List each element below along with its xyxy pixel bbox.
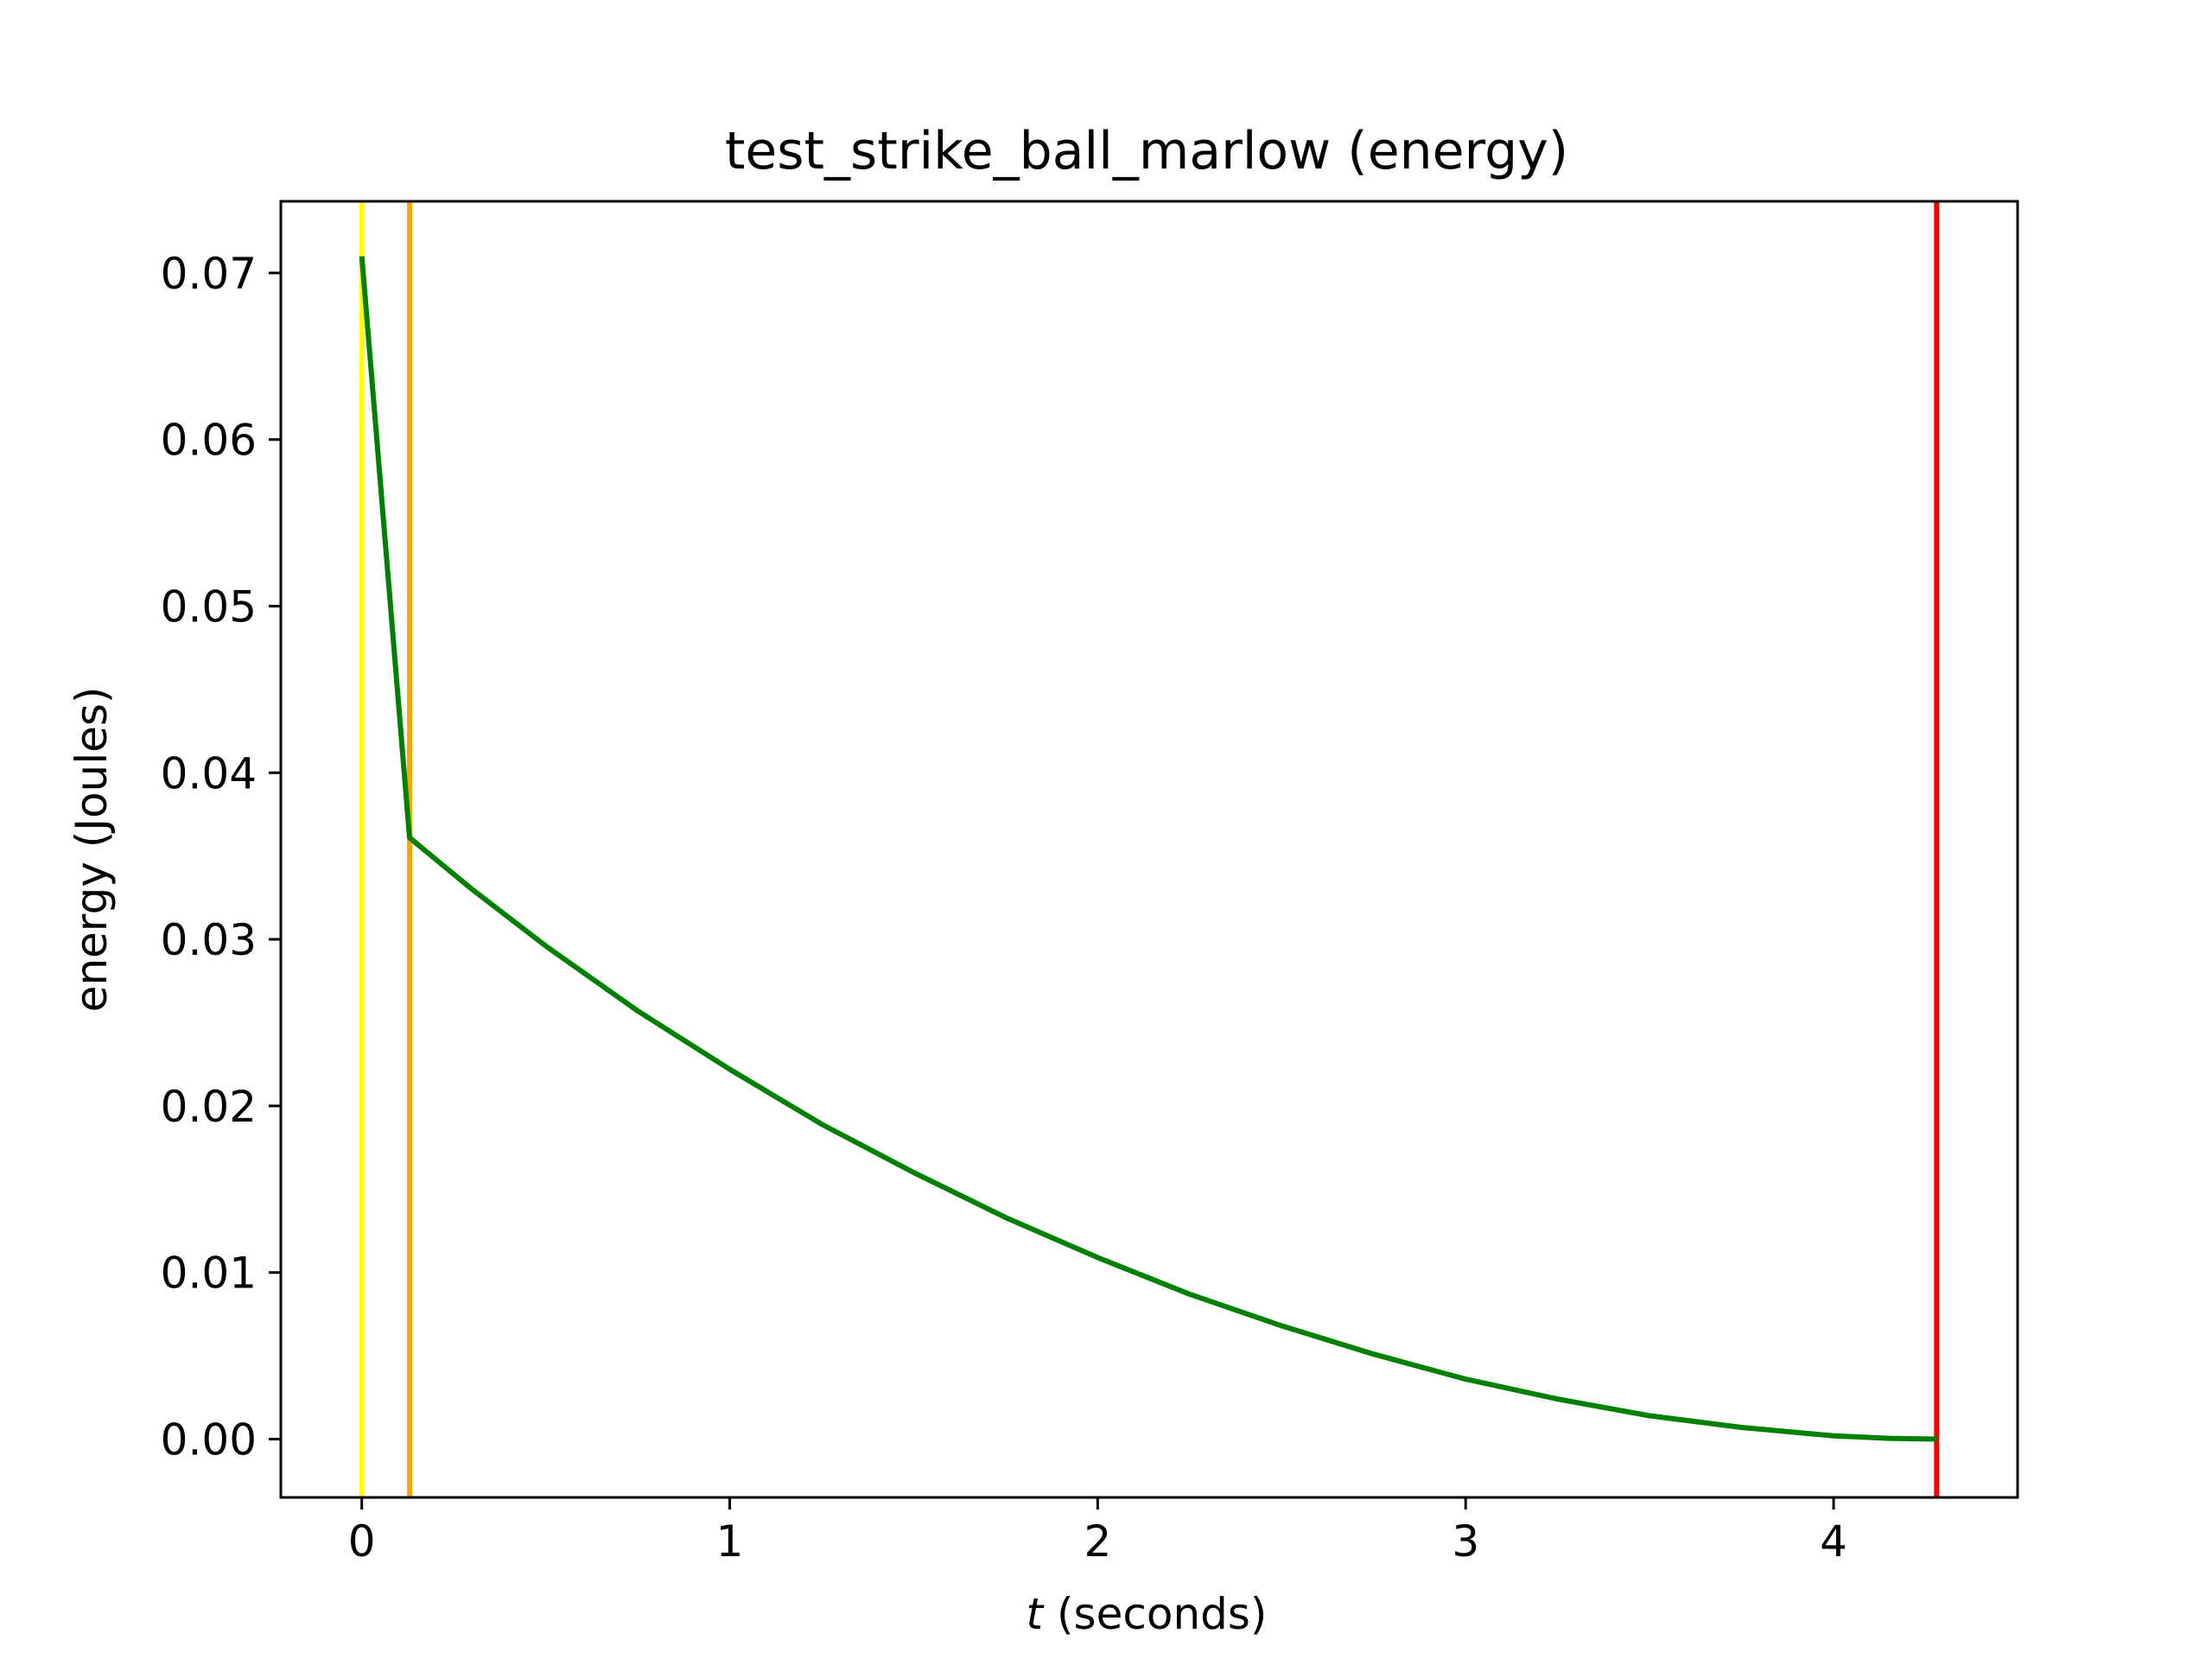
y-tick-label: 0.00 <box>161 1415 257 1465</box>
chart-title: test_strike_ball_marlow (energy) <box>725 121 1568 181</box>
y-tick-label: 0.04 <box>161 748 257 798</box>
x-tick-label: 0 <box>348 1516 376 1567</box>
y-axis-ticks: 0.00 0.01 0.02 0.03 0.04 0.05 0.06 0.07 <box>161 249 281 1465</box>
plot-area <box>359 201 1940 1497</box>
x-axis-ticks: 0 1 2 3 4 <box>348 1497 1847 1567</box>
x-tick-label: 4 <box>1820 1516 1847 1567</box>
x-tick-label: 3 <box>1452 1516 1479 1567</box>
y-tick-label: 0.07 <box>161 249 257 299</box>
y-tick-label: 0.05 <box>161 582 257 632</box>
y-tick-label: 0.01 <box>161 1249 257 1299</box>
y-tick-label: 0.02 <box>161 1082 257 1132</box>
x-axis-label: t (seconds) <box>1027 1589 1268 1639</box>
x-axis-label-variable: t <box>1027 1589 1046 1639</box>
y-axis-label: energy (Joules) <box>67 687 117 1013</box>
x-tick-label: 1 <box>716 1516 744 1567</box>
axes-frame <box>279 200 2019 1499</box>
y-tick-label: 0.03 <box>161 915 257 965</box>
energy-series-line <box>359 256 1937 1442</box>
y-tick-label: 0.06 <box>161 416 257 466</box>
x-axis-label-unit: (seconds) <box>1043 1589 1267 1639</box>
x-tick-label: 2 <box>1084 1516 1111 1567</box>
